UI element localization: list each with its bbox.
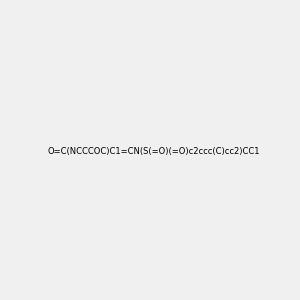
Text: O=C(NCCCOC)C1=CN(S(=O)(=O)c2ccc(C)cc2)CC1: O=C(NCCCOC)C1=CN(S(=O)(=O)c2ccc(C)cc2)CC…: [47, 147, 260, 156]
